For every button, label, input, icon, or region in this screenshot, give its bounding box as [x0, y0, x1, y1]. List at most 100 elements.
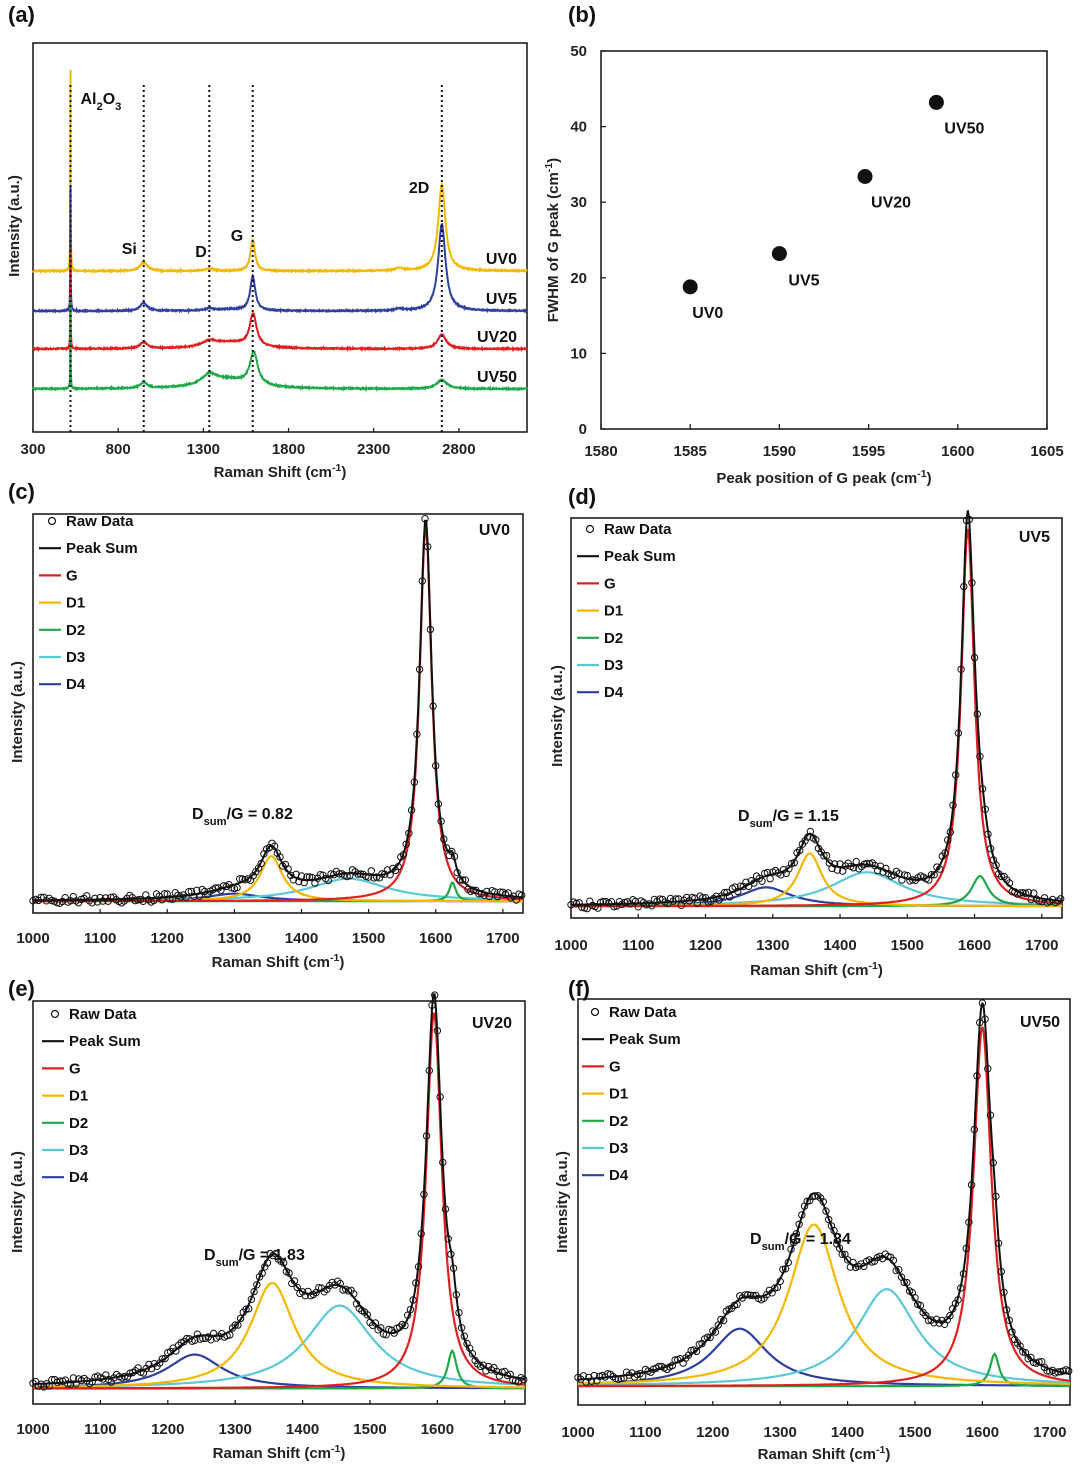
- legend-marker-raw: [590, 1007, 600, 1017]
- legend-label-D3: D3: [69, 1142, 88, 1159]
- ratio-label-f-part: sum: [762, 1241, 785, 1253]
- ratio-label-c-part: D: [192, 806, 204, 823]
- legend-label-D4: D4: [604, 684, 624, 701]
- x-tick-label-e: 1200: [151, 1421, 184, 1438]
- legend-label-Peak Sum: Peak Sum: [604, 548, 676, 565]
- x-axis-label-f: Raman Shift (cm-1): [758, 1444, 891, 1463]
- legend-label-D3: D3: [609, 1140, 628, 1157]
- raw-data-point: [442, 844, 451, 852]
- raw-data-point: [520, 1375, 528, 1384]
- x-tick-label-c: 1200: [151, 930, 184, 947]
- legend-label-D3: D3: [66, 649, 85, 666]
- x-tick-label-f: 1600: [966, 1424, 999, 1441]
- raw-data-point: [371, 1319, 380, 1327]
- fit-component-G: [33, 526, 524, 903]
- point-UV50: [928, 94, 944, 110]
- sample-label-d: UV5: [1019, 529, 1050, 546]
- point-label-UV5: UV5: [788, 273, 819, 290]
- raw-data-point: [863, 859, 871, 868]
- y-axis-label-b-part: ): [545, 158, 562, 163]
- raw-data-point: [766, 875, 774, 883]
- ratio-label-c-part: /G = 0.82: [227, 806, 293, 823]
- x-axis-label-a-part: -1: [332, 462, 341, 474]
- annotation-Al2O3-part: O: [103, 91, 115, 108]
- y-axis-label-b-part: -1: [543, 163, 555, 172]
- legend-label-D4: D4: [66, 676, 86, 693]
- legend-label-G: G: [69, 1060, 81, 1077]
- x-tick-label-d: 1000: [554, 937, 587, 954]
- spectrum-UV5: [32, 185, 528, 315]
- ratio-label-c-part: sum: [204, 816, 227, 828]
- raw-data-point: [692, 1347, 701, 1356]
- y-tick-label-b: 50: [570, 43, 587, 60]
- x-tick-label-f: 1200: [696, 1424, 729, 1441]
- plot-frame-e: [32, 1000, 526, 1405]
- raw-data-point: [134, 896, 142, 904]
- legend-marker-raw: [47, 516, 57, 526]
- legend-label-D2: D2: [604, 630, 623, 647]
- x-tick-label-e: 1600: [421, 1421, 454, 1438]
- x-axis-label-d-part: ): [878, 962, 883, 979]
- raw-data-point: [166, 895, 174, 903]
- fit-component-G: [571, 528, 1063, 908]
- fit-component-D3: [32, 1304, 526, 1389]
- x-tick-label-d: 1500: [891, 937, 924, 954]
- ratio-label-c: Dsum/G = 0.82: [192, 806, 293, 828]
- x-tick-label-d: 1200: [689, 937, 722, 954]
- sample-label-c: UV0: [479, 522, 510, 539]
- raw-data-point: [900, 1278, 908, 1287]
- raw-data-point: [67, 1380, 75, 1388]
- legend-label-D2: D2: [66, 622, 85, 639]
- plot-frame-a: [32, 42, 528, 433]
- annotation-D: D: [195, 244, 207, 261]
- raw-data-point: [250, 1287, 258, 1296]
- panel-label-c: (c): [8, 479, 35, 504]
- y-axis-label-d-part: Intensity (a.u.): [549, 665, 566, 767]
- legend-label-Peak Sum: Peak Sum: [609, 1031, 681, 1048]
- raw-data-point: [190, 892, 198, 900]
- x-tick-label-c: 1500: [352, 930, 385, 947]
- raw-data-point: [242, 1305, 250, 1313]
- raw-data-point: [741, 1291, 749, 1299]
- ratio-label-d-part: sum: [750, 818, 773, 830]
- x-tick-label-e: 1100: [84, 1421, 117, 1438]
- raw-data-point: [56, 1377, 64, 1385]
- point-UV0: [682, 279, 698, 295]
- legend-label-D1: D1: [604, 603, 623, 620]
- legend-label-D4: D4: [609, 1167, 629, 1184]
- x-axis-label-e-part: ): [340, 1445, 345, 1462]
- raw-data-point: [161, 1354, 169, 1363]
- x-tick-label-a: 2800: [442, 441, 475, 458]
- point-label-UV50: UV50: [944, 120, 984, 137]
- legend-label-G: G: [604, 575, 616, 592]
- fit-component-D1: [571, 852, 1062, 908]
- legend-label-Peak Sum: Peak Sum: [66, 540, 138, 557]
- y-axis-label-f-part: Intensity (a.u.): [554, 1151, 571, 1253]
- legend-label-G: G: [609, 1058, 621, 1075]
- legend-label-D2: D2: [69, 1115, 88, 1132]
- raw-data-point: [363, 1311, 371, 1319]
- legend-label-D4: D4: [69, 1169, 89, 1186]
- plot-frame-d: [570, 517, 1063, 919]
- annotation-G-part: G: [231, 228, 243, 245]
- fit-component-D1: [33, 1281, 525, 1389]
- legend-label-Peak Sum: Peak Sum: [69, 1033, 141, 1050]
- raw-data-point: [812, 836, 820, 844]
- raw-data-point: [946, 1311, 954, 1320]
- raw-data-point: [336, 1279, 344, 1288]
- x-axis-label-a: Raman Shift (cm-1): [214, 462, 347, 481]
- y-axis-label-a-part: Intensity (a.u.): [6, 175, 23, 277]
- x-axis-label-c-part: Raman Shift (cm: [212, 954, 330, 971]
- fit-peak-sum: [33, 993, 526, 1386]
- x-tick-label-f: 1500: [898, 1424, 931, 1441]
- ratio-label-e-part: D: [204, 1247, 216, 1264]
- x-tick-label-d: 1400: [823, 937, 856, 954]
- x-axis-label-a-part: Raman Shift (cm: [214, 464, 332, 481]
- raw-data-point: [822, 1207, 830, 1215]
- legend-label-Raw Data: Raw Data: [604, 521, 672, 538]
- raw-data-point: [144, 896, 153, 904]
- annotation-Si-part: Si: [122, 241, 137, 258]
- y-axis-label-a: Intensity (a.u.): [6, 175, 23, 277]
- panel-a: (a) UV0 UV5 UV20 UV50 Al2O3 Si D G 2D 300 800 1300 18…: [6, 2, 528, 481]
